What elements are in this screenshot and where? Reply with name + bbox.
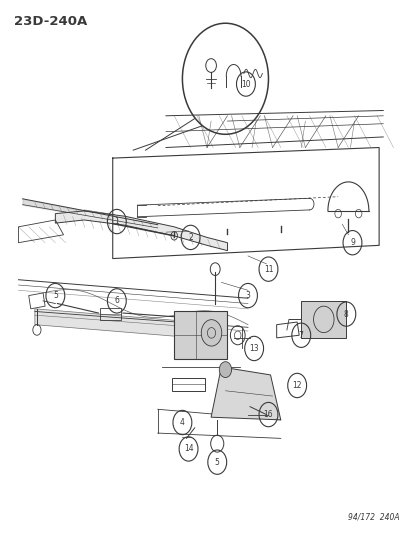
Text: 16: 16 (263, 410, 273, 419)
Text: 8: 8 (343, 310, 348, 319)
Text: 11: 11 (263, 265, 273, 273)
Text: 2: 2 (188, 233, 192, 242)
Polygon shape (35, 309, 227, 341)
Circle shape (219, 362, 231, 377)
Text: 7: 7 (298, 331, 303, 340)
Circle shape (201, 320, 221, 346)
Text: 10: 10 (240, 79, 250, 88)
Text: 13: 13 (249, 344, 258, 353)
Text: 1: 1 (114, 217, 119, 226)
FancyBboxPatch shape (174, 311, 227, 359)
Text: 12: 12 (292, 381, 301, 390)
Text: 4: 4 (180, 418, 184, 427)
Polygon shape (55, 211, 227, 251)
Polygon shape (211, 367, 280, 420)
Text: 3: 3 (245, 291, 250, 300)
Text: 9: 9 (349, 238, 354, 247)
Text: 5: 5 (53, 291, 58, 300)
Text: 14: 14 (183, 445, 193, 454)
Text: 5: 5 (214, 458, 219, 467)
Polygon shape (301, 301, 346, 338)
Text: 23D-240A: 23D-240A (14, 15, 88, 28)
Text: 6: 6 (114, 296, 119, 305)
Text: 94/172  240A: 94/172 240A (347, 512, 399, 521)
